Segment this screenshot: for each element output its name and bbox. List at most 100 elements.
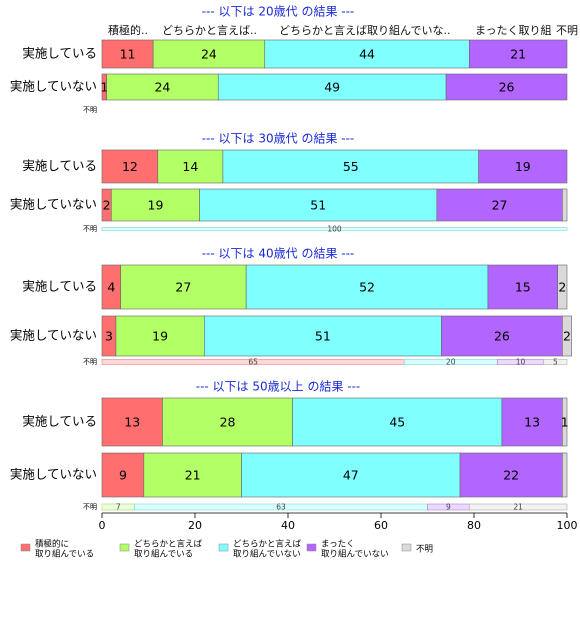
data-label: 1 <box>100 80 108 95</box>
bar-segment <box>501 397 563 447</box>
bar-segment <box>101 39 154 69</box>
unknown-bar-segment <box>101 227 568 231</box>
data-label: 52 <box>359 280 375 295</box>
data-label: 28 <box>220 415 236 430</box>
legend-label: まったく <box>321 540 355 550</box>
bar-segment <box>562 397 568 447</box>
legend-label: 取り組んでいる <box>35 549 94 560</box>
bar-segment <box>152 39 266 69</box>
bar-segment <box>241 452 461 498</box>
row-label: 実施していない <box>10 79 97 94</box>
data-label: 47 <box>343 468 359 483</box>
legend-label: 取り組んでいない <box>321 549 389 560</box>
bar-segment <box>292 397 503 447</box>
column-header: どちらかと言えば取り組んでいな.. <box>279 24 450 37</box>
bar-segment <box>199 188 438 222</box>
row-label: 実施している <box>22 46 97 61</box>
data-label: 51 <box>315 329 331 344</box>
unknown-data-label: 9 <box>446 503 451 512</box>
column-header: 不明 <box>556 24 578 37</box>
bar-segment <box>264 39 470 69</box>
column-header: どちらかと言えば.. <box>162 24 257 37</box>
bar-segment <box>557 264 568 310</box>
data-label: 55 <box>343 159 359 174</box>
legend-label: 不明 <box>416 545 433 555</box>
unknown-data-label: 63 <box>276 503 286 512</box>
x-tick-label: 60 <box>374 519 388 532</box>
column-header: まったく取り組 <box>475 24 552 37</box>
x-tick-label: 40 <box>281 519 295 532</box>
unknown-bar-segment <box>469 503 568 511</box>
bar-segment <box>115 315 205 357</box>
data-label: 12 <box>122 159 138 174</box>
bar-segment <box>143 452 242 498</box>
unknown-data-label: 65 <box>248 358 258 367</box>
data-label: 1 <box>561 415 569 430</box>
legend-swatch <box>306 543 317 552</box>
data-label: 24 <box>201 47 217 62</box>
data-label: 22 <box>503 468 519 483</box>
bar-segment <box>562 452 568 498</box>
data-label: 21 <box>185 468 201 483</box>
bar-segment <box>222 149 479 184</box>
unknown-data-label: 10 <box>516 358 526 367</box>
legend-swatch <box>218 543 229 552</box>
data-label: 4 <box>107 280 115 295</box>
bar-segment <box>441 315 563 357</box>
bar-segment <box>120 264 247 310</box>
row-label: 実施している <box>22 414 97 429</box>
data-label: 15 <box>515 280 531 295</box>
data-label: 2 <box>103 198 111 213</box>
data-label: 26 <box>494 329 510 344</box>
data-label: 27 <box>175 280 191 295</box>
unknown-row-label: 不明 <box>83 503 97 511</box>
unknown-data-label: 7 <box>116 503 121 512</box>
bar-segment <box>469 39 568 69</box>
legend-label: 取り組んでいない <box>233 549 301 560</box>
data-label: 21 <box>510 47 526 62</box>
panel-title: --- 以下は 20歳代 の結果 --- <box>202 5 355 19</box>
unknown-row-label: 不明 <box>83 358 97 366</box>
bar-segment <box>487 264 559 310</box>
data-label: 19 <box>152 329 168 344</box>
data-label: 13 <box>124 415 140 430</box>
data-label: 19 <box>515 159 531 174</box>
data-label: 49 <box>324 80 340 95</box>
bar-segment <box>445 73 568 101</box>
x-tick-label: 20 <box>188 519 202 532</box>
panel-title: --- 以下は 40歳代 の結果 --- <box>202 247 355 261</box>
unknown-bar-segment <box>543 359 568 365</box>
row-label: 実施している <box>22 279 97 294</box>
column-header: 積極的.. <box>108 23 148 37</box>
legend-label: 積極的に <box>35 539 69 550</box>
data-label: 13 <box>524 415 540 430</box>
row-label: 実施していない <box>10 197 97 212</box>
unknown-data-label: 5 <box>553 358 558 367</box>
unknown-data-label: 100 <box>327 225 342 234</box>
bar-segment <box>204 315 442 357</box>
data-label: 45 <box>389 415 405 430</box>
data-label: 26 <box>499 80 515 95</box>
unknown-data-label: 20 <box>446 358 456 367</box>
legend-label: どちらかと言えば <box>134 539 203 550</box>
bar-segment <box>101 452 145 498</box>
bar-segment <box>562 188 568 222</box>
data-label: 24 <box>154 80 170 95</box>
unknown-data-label: 21 <box>513 503 523 512</box>
bar-segment <box>562 315 572 357</box>
data-label: 3 <box>105 329 113 344</box>
unknown-row-label: 不明 <box>83 106 97 114</box>
bar-segment <box>157 149 224 184</box>
row-label: 実施している <box>22 158 97 173</box>
bar-segment <box>101 149 159 184</box>
data-label: 27 <box>492 198 508 213</box>
data-label: 2 <box>563 329 571 344</box>
row-label: 実施していない <box>10 467 97 482</box>
data-label: 14 <box>182 159 198 174</box>
legend-label: 取り組んでいる <box>134 549 193 560</box>
bar-segment <box>101 397 163 447</box>
bar-segment <box>162 397 293 447</box>
legend-label: どちらかと言えば <box>233 539 302 550</box>
data-label: 2 <box>558 280 566 295</box>
